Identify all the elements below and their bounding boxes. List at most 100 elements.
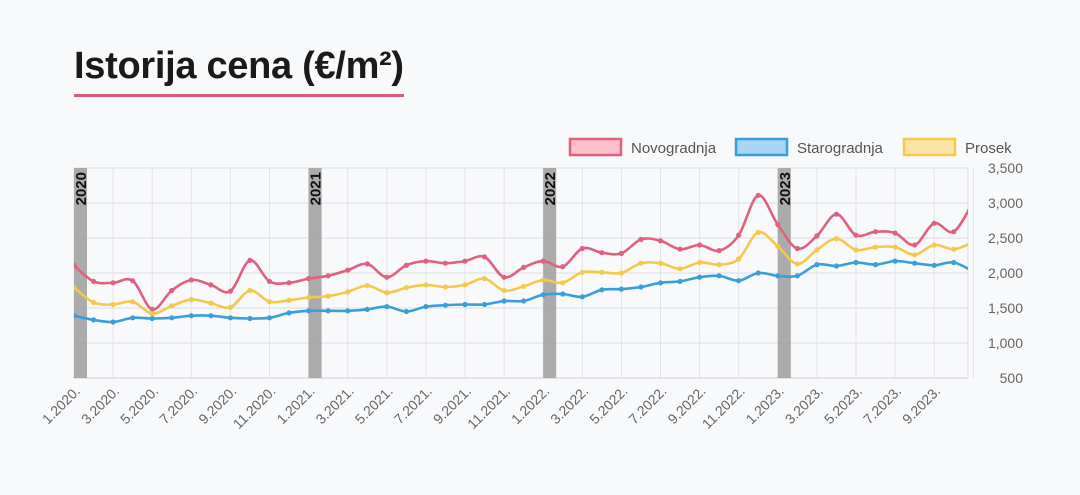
data-point-starogradnja[interactable] [188,313,194,319]
legend-item-starogradnja[interactable]: Starogradnja [734,137,884,157]
data-point-prosek[interactable] [560,280,566,286]
data-point-novogradnja[interactable] [462,258,468,264]
data-point-prosek[interactable] [403,285,409,291]
data-point-novogradnja[interactable] [638,236,644,242]
data-point-novogradnja[interactable] [697,242,703,248]
data-point-novogradnja[interactable] [853,232,859,238]
legend-item-prosek[interactable]: Prosek [902,137,1012,157]
data-point-novogradnja[interactable] [931,220,937,226]
data-point-novogradnja[interactable] [872,229,879,235]
data-point-starogradnja[interactable] [71,313,77,319]
data-point-prosek[interactable] [442,284,449,290]
data-point-novogradnja[interactable] [364,261,370,267]
data-point-prosek[interactable] [677,266,683,272]
data-point-prosek[interactable] [599,269,605,275]
data-point-starogradnja[interactable] [169,315,175,321]
data-point-novogradnja[interactable] [442,260,449,266]
data-point-novogradnja[interactable] [833,211,840,217]
data-point-starogradnja[interactable] [90,317,97,323]
data-point-starogradnja[interactable] [697,274,703,280]
data-point-prosek[interactable] [853,247,859,253]
data-point-novogradnja[interactable] [794,245,800,252]
data-point-novogradnja[interactable] [306,276,312,282]
data-point-novogradnja[interactable] [716,248,722,254]
data-point-prosek[interactable] [149,311,155,317]
data-point-prosek[interactable] [716,262,722,268]
data-point-prosek[interactable] [697,259,703,266]
data-point-novogradnja[interactable] [599,250,605,256]
data-point-starogradnja[interactable] [853,259,859,266]
data-point-prosek[interactable] [306,294,312,301]
data-point-novogradnja[interactable] [912,242,918,248]
data-point-starogradnja[interactable] [501,298,507,304]
data-point-prosek[interactable] [775,243,781,249]
data-point-starogradnja[interactable] [951,259,957,266]
data-point-prosek[interactable] [540,277,546,283]
data-point-starogradnja[interactable] [227,315,233,321]
data-point-starogradnja[interactable] [833,263,840,269]
data-point-prosek[interactable] [188,297,194,303]
data-point-starogradnja[interactable] [481,301,488,308]
data-point-starogradnja[interactable] [403,308,409,315]
data-point-novogradnja[interactable] [814,233,820,239]
data-point-novogradnja[interactable] [736,232,742,238]
data-point-starogradnja[interactable] [775,273,781,279]
data-point-starogradnja[interactable] [677,278,683,284]
data-point-prosek[interactable] [110,301,116,308]
data-point-prosek[interactable] [345,289,351,295]
data-point-novogradnja[interactable] [579,245,585,252]
data-point-prosek[interactable] [638,260,644,266]
data-point-prosek[interactable] [579,269,585,275]
data-point-novogradnja[interactable] [208,282,214,288]
data-point-prosek[interactable] [71,285,77,291]
data-point-prosek[interactable] [169,303,175,309]
data-point-novogradnja[interactable] [560,264,566,270]
data-point-prosek[interactable] [90,299,97,305]
data-point-novogradnja[interactable] [540,258,546,264]
data-point-prosek[interactable] [833,236,840,242]
data-point-prosek[interactable] [951,246,957,252]
data-point-starogradnja[interactable] [579,294,585,300]
data-point-prosek[interactable] [266,299,273,305]
data-point-novogradnja[interactable] [266,278,273,284]
data-point-starogradnja[interactable] [384,304,390,310]
data-point-starogradnja[interactable] [306,308,312,314]
data-point-novogradnja[interactable] [521,264,527,270]
data-point-starogradnja[interactable] [266,315,273,321]
data-point-starogradnja[interactable] [872,262,879,268]
data-point-prosek[interactable] [814,247,820,253]
data-point-starogradnja[interactable] [345,308,351,314]
data-point-novogradnja[interactable] [90,278,97,284]
data-point-starogradnja[interactable] [110,319,116,325]
data-point-novogradnja[interactable] [110,280,116,286]
legend-item-novogradnja[interactable]: Novogradnja [568,137,717,157]
data-point-starogradnja[interactable] [599,287,605,293]
data-point-starogradnja[interactable] [325,308,331,314]
data-point-starogradnja[interactable] [657,280,664,286]
data-point-prosek[interactable] [423,282,429,288]
data-point-novogradnja[interactable] [775,222,781,228]
data-point-novogradnja[interactable] [755,192,761,198]
data-point-prosek[interactable] [755,229,761,235]
data-point-novogradnja[interactable] [345,267,351,273]
data-point-starogradnja[interactable] [540,292,546,298]
data-point-novogradnja[interactable] [71,262,77,268]
data-point-novogradnja[interactable] [286,280,292,286]
data-point-prosek[interactable] [618,270,625,276]
data-point-novogradnja[interactable] [618,250,625,256]
data-point-prosek[interactable] [130,299,136,305]
data-point-novogradnja[interactable] [403,262,409,268]
data-point-novogradnja[interactable] [130,278,136,284]
data-point-prosek[interactable] [364,283,370,289]
data-point-novogradnja[interactable] [657,238,664,244]
data-point-novogradnja[interactable] [951,229,957,235]
data-point-novogradnja[interactable] [677,246,683,252]
data-point-novogradnja[interactable] [501,274,507,280]
data-point-starogradnja[interactable] [560,291,566,297]
data-point-starogradnja[interactable] [716,273,722,279]
data-point-starogradnja[interactable] [149,315,155,322]
data-point-prosek[interactable] [227,304,233,310]
data-point-starogradnja[interactable] [286,310,292,316]
data-point-novogradnja[interactable] [325,273,331,279]
data-point-starogradnja[interactable] [247,315,253,322]
